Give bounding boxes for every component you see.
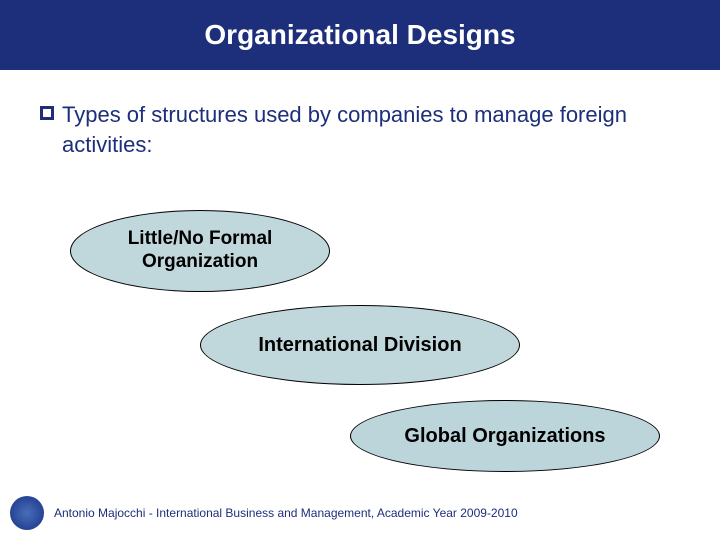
seal-icon: [10, 496, 44, 530]
square-bullet-icon: [40, 106, 54, 120]
ellipse-label: International Division: [258, 333, 461, 357]
ellipse-global-organizations: Global Organizations: [350, 400, 660, 472]
bullet-item: Types of structures used by companies to…: [40, 100, 680, 159]
ellipse-label: Global Organizations: [404, 424, 605, 448]
ellipse-label: Little/No Formal Organization: [128, 228, 273, 274]
content-area: Types of structures used by companies to…: [0, 70, 720, 159]
title-bar: Organizational Designs: [0, 0, 720, 70]
footer-text: Antonio Majocchi - International Busines…: [54, 506, 518, 520]
footer: Antonio Majocchi - International Busines…: [10, 496, 710, 530]
bullet-text: Types of structures used by companies to…: [62, 100, 680, 159]
page-title: Organizational Designs: [204, 19, 515, 51]
ellipse-little-no-formal: Little/No Formal Organization: [70, 210, 330, 292]
ellipse-international-division: International Division: [200, 305, 520, 385]
